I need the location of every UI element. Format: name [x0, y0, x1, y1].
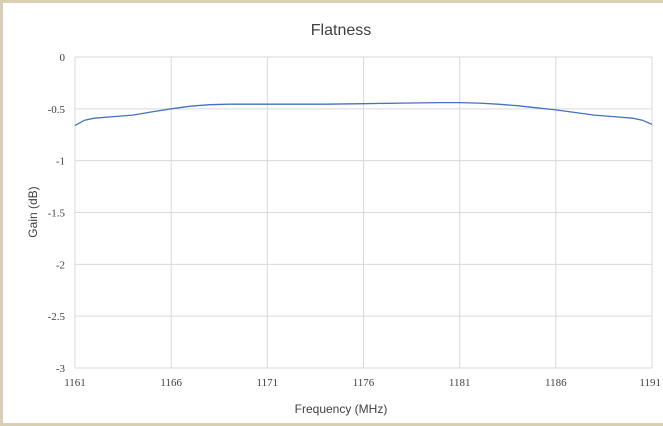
x-tick-label: 1161 [64, 377, 86, 389]
x-tick-label: 1186 [545, 377, 567, 389]
x-tick-label: 1191 [639, 377, 661, 389]
y-tick-label: -1.5 [48, 208, 66, 220]
y-tick-label: -0.5 [48, 104, 66, 116]
x-tick-labels: 1161 1166 1171 1176 1181 1186 1191 [64, 377, 661, 389]
y-tick-label: -2 [56, 259, 65, 271]
y-tick-labels: 0 -0.5 -1 -1.5 -2 -2.5 -3 [48, 52, 66, 375]
x-tick-label: 1181 [449, 377, 471, 389]
series-line-0 [74, 101, 653, 126]
y-tick-label: -3 [56, 363, 66, 375]
y-tick-label: -1 [56, 156, 65, 168]
x-tick-label: 1166 [160, 377, 182, 389]
x-tick-label: 1176 [353, 377, 375, 389]
y-tick-label: 0 [60, 52, 66, 64]
y-axis-label: Gain (dB) [26, 186, 40, 237]
series-layer [74, 101, 653, 126]
y-tick-label: -2.5 [48, 311, 66, 323]
x-axis-label: Frequency (MHz) [295, 402, 388, 416]
x-tick-label: 1171 [257, 377, 279, 389]
chart-title: Flatness [311, 22, 371, 39]
